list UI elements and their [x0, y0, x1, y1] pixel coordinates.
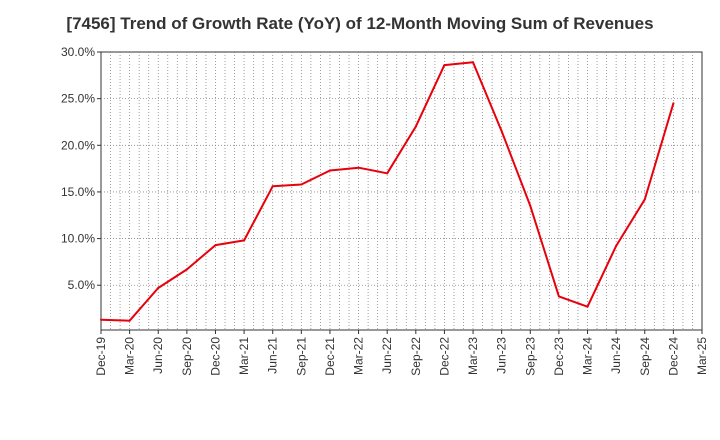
data-point	[672, 102, 675, 105]
data-point	[414, 125, 417, 128]
x-tick-label: Dec-24	[666, 337, 680, 376]
y-tick-label: 5.0%	[68, 278, 96, 292]
x-tick-label: Jun-24	[609, 337, 623, 374]
y-tick-label: 20.0%	[61, 138, 95, 152]
x-tick-label: Jun-21	[266, 337, 280, 374]
data-point	[214, 244, 217, 247]
data-point	[100, 318, 102, 321]
data-point	[386, 172, 389, 175]
grid-lines	[101, 52, 702, 330]
plot-area	[100, 51, 703, 331]
x-tick-label: Dec-23	[552, 337, 566, 376]
x-tick-label: Dec-22	[437, 337, 451, 376]
data-point	[300, 183, 303, 186]
data-point	[128, 319, 131, 322]
data-point	[443, 64, 446, 67]
y-axis-ticks: 5.0% 10.0% 15.0% 20.0% 25.0% 30.0%	[61, 45, 101, 292]
y-tick-label: 10.0%	[61, 232, 95, 246]
x-tick-label: Mar-25	[695, 337, 709, 375]
x-tick-label: Jun-23	[495, 337, 509, 374]
data-point	[500, 130, 503, 133]
x-tick-label: Mar-23	[466, 337, 480, 375]
data-point	[357, 166, 360, 169]
x-tick-label: Sep-23	[523, 337, 537, 376]
x-tick-label: Dec-21	[323, 337, 337, 376]
x-tick-label: Mar-21	[237, 337, 251, 375]
x-tick-label: Mar-24	[581, 337, 595, 375]
data-point	[271, 185, 274, 188]
data-point	[529, 204, 532, 207]
data-point	[643, 198, 646, 201]
data-point	[586, 305, 589, 308]
data-point	[472, 61, 474, 64]
x-tick-label: Mar-20	[123, 337, 137, 375]
x-tick-label: Sep-20	[180, 337, 194, 376]
data-point	[157, 287, 160, 289]
x-tick-label: Jun-22	[380, 337, 394, 374]
x-tick-label: Dec-20	[208, 337, 222, 376]
chart-title: [7456] Trend of Growth Rate (YoY) of 12-…	[66, 14, 654, 33]
y-tick-label: 15.0%	[61, 185, 95, 199]
data-point	[185, 268, 188, 271]
data-point	[243, 239, 246, 242]
series-group	[100, 61, 675, 322]
x-tick-label: Sep-24	[638, 337, 652, 376]
x-tick-label: Dec-19	[94, 337, 108, 376]
x-tick-label: Sep-21	[294, 337, 308, 376]
data-point	[329, 169, 331, 172]
y-tick-label: 25.0%	[61, 92, 95, 106]
data-point	[557, 295, 560, 298]
x-tick-label: Sep-22	[409, 337, 423, 376]
data-point	[615, 245, 618, 247]
x-axis-ticks: Dec-19 Mar-20 Jun-20 Sep-20 Dec-20 Mar-21 Jun-…	[94, 330, 709, 376]
y-tick-label: 30.0%	[61, 45, 95, 59]
x-tick-label: Mar-22	[352, 337, 366, 375]
x-tick-label: Jun-20	[151, 337, 165, 374]
